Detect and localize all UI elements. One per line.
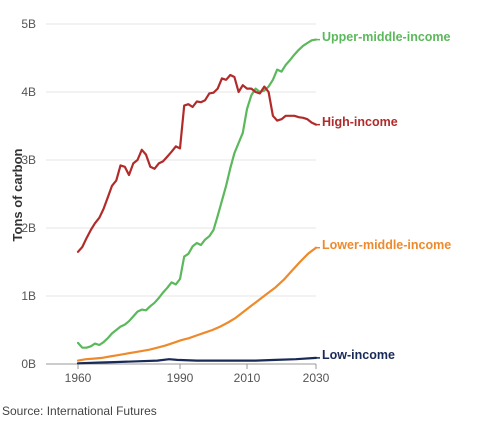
y-axis-label: Tons of carbon	[10, 148, 25, 241]
series-labels: Upper-middle-income High-income Lower-midd…	[322, 30, 451, 362]
y-tick-label: 2B	[21, 221, 36, 235]
y-tick-label: 3B	[21, 153, 36, 167]
y-tick-label: 0B	[21, 357, 36, 371]
series-label-high-income: High-income	[322, 115, 398, 129]
y-tick-label: 4B	[21, 85, 36, 99]
series-label-upper-middle-income: Upper-middle-income	[322, 30, 451, 44]
series-line-low-income	[76, 356, 318, 365]
x-tick-label: 2010	[234, 371, 261, 385]
x-tick-label: 2030	[303, 371, 330, 385]
series-lines	[76, 38, 320, 365]
y-tick-label: 1B	[21, 289, 36, 303]
series-line-lower-middle-income	[76, 246, 318, 362]
source-note: Source: International Futures	[2, 404, 157, 418]
series-line-upper-middle-income	[76, 38, 318, 349]
series-label-lower-middle-income: Lower-middle-income	[322, 238, 451, 252]
x-axis-ticks: 1960 1990 2010 2030	[65, 364, 330, 385]
series-line-high-income	[76, 73, 318, 253]
series-label-low-income: Low-income	[322, 348, 395, 362]
x-tick-label: 1960	[65, 371, 92, 385]
y-axis-ticks: 0B 1B 2B 3B 4B 5B	[21, 17, 36, 371]
x-tick-label: 1990	[167, 371, 194, 385]
y-tick-label: 5B	[21, 17, 36, 31]
